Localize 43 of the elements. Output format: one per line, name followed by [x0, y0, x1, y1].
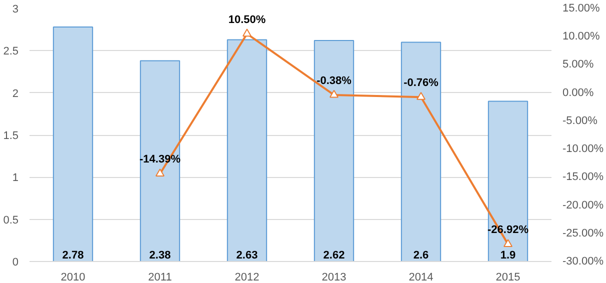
y2-tick-label: 15.00% [562, 2, 600, 14]
point [504, 239, 512, 247]
y-tick-label: 0 [12, 256, 19, 268]
point [416, 92, 426, 100]
data-label: 2.62 [323, 250, 345, 262]
x-tick-label: 2011 [148, 272, 172, 283]
data-label: 2.78 [62, 250, 84, 262]
y-tick-label: 0.5 [3, 214, 19, 226]
y2-tick-label: -30.00% [562, 256, 604, 268]
y2-tick-label: 10.00% [562, 30, 600, 43]
y-tick-label: 1.5 [3, 130, 19, 142]
point [156, 168, 164, 177]
point [242, 28, 252, 37]
x-tick-label: 2014 [408, 272, 434, 283]
y2-tick-label: -25.00% [562, 227, 604, 240]
y-tick-label: 2 [12, 88, 19, 100]
bar [140, 60, 180, 262]
y2-tick-label: -20.00% [562, 199, 604, 212]
y2-tick-label: -10.00% [562, 143, 604, 156]
y2-tick-label: -5.00% [562, 114, 598, 127]
bar [314, 40, 354, 262]
x-tick-label: 2013 [322, 272, 346, 283]
data-label: 2.38 [149, 250, 171, 262]
x-tick-label: 2010 [60, 272, 86, 283]
bar [400, 42, 442, 262]
y-tick-label: 3 [12, 4, 19, 16]
y-tick-label: 2.5 [3, 46, 19, 58]
y2-tick-label: -15.00% [562, 171, 604, 184]
data-label: -0.76% [404, 77, 439, 90]
data-label: 2.6 [413, 250, 429, 262]
y2-tick-label: 0.00% [562, 86, 594, 99]
y-tick-label: 1 [12, 172, 19, 184]
data-label: 10.50% [228, 14, 266, 26]
y2-tick-label: 5.00% [562, 58, 594, 71]
x-tick-label: 2015 [496, 272, 520, 283]
point [330, 90, 338, 98]
data-label: 2.63 [236, 250, 258, 262]
x-tick-label: 2012 [234, 272, 260, 283]
data-label: 1.9 [500, 250, 516, 262]
bar [52, 26, 94, 262]
bar [488, 100, 528, 262]
data-label: -0.38% [316, 74, 352, 87]
bar [226, 39, 268, 262]
